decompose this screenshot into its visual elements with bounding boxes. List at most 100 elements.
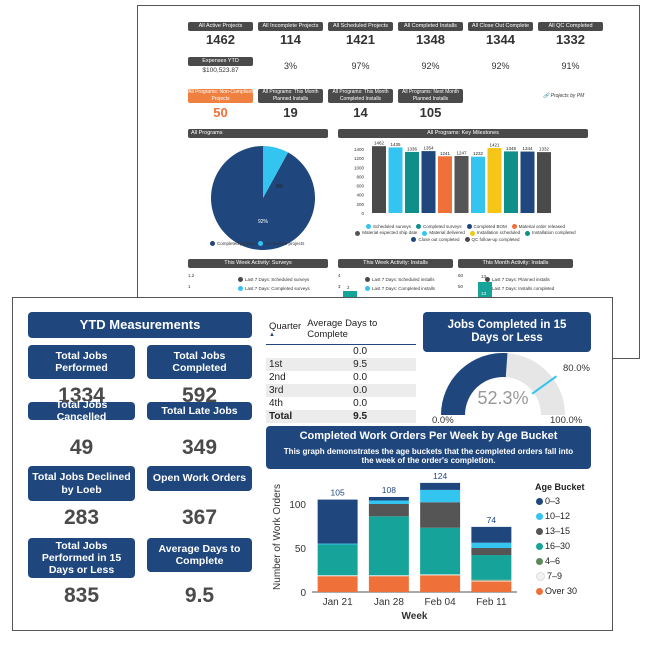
stack-segment [368,575,409,577]
age-legend-item[interactable]: 0–3 [536,496,577,511]
card-label: Open Work Orders [147,466,252,491]
ms-bar [438,156,452,213]
legend-dot [238,286,243,292]
card-label: Total Jobs Cancelled [28,399,135,423]
program-header: All Programs: This Month Planned Install… [258,89,323,103]
ms-bar-label: 1354 [423,146,434,151]
stack-segment [420,489,461,503]
activity-legend-item: Last 7 Days: Scheduled surveys [238,277,309,283]
ms-bar [504,151,518,213]
age-legend-item[interactable]: 16–30 [536,541,577,556]
quarter-table: Quarter ▲ Average Days to Complete 0.0 1st… [266,318,416,423]
quarter-row: 1st 9.5 [266,358,416,371]
pie-legend-incomplete: Incomplete projects [265,241,305,246]
stack-segment [420,482,461,490]
gauge-title: Jobs Completed in 15 Days or Less [423,312,591,352]
ms-bar [372,146,386,213]
x-tick-label: Feb 04 [425,597,457,608]
quarter-col-header[interactable]: Quarter ▲ [269,320,302,338]
ms-bar [405,151,419,213]
age-legend-item[interactable]: 4–6 [536,556,577,571]
age-legend-label: 7–9 [547,571,563,581]
card-label: Total Late Jobs [147,402,252,420]
quarter-cell: 2nd [269,372,286,383]
card-value: 592 [181,384,218,407]
milestones-legend: Scheduled surveys Completed surveys Comple… [343,224,588,242]
program-header: All Programs: This Month Completed Insta… [328,89,393,103]
ms-bar-label: 1247 [456,150,467,155]
age-legend-label: 13–15 [545,526,571,536]
card-label: Total Jobs Completed [147,345,252,379]
age-legend-item[interactable]: 10–12 [536,511,577,526]
ms-bar-label: 1348 [506,146,517,151]
ms-bar [471,156,485,213]
kpi-header: All Close Out Complete [468,22,533,31]
age-legend-title: Age Bucket [535,482,585,492]
projects-by-pm-link[interactable]: 🔗 Projects by PM [543,93,585,99]
activity-title: This Month Activity: Installs [458,259,573,268]
card-value: 9.5 [184,584,215,607]
avg-days-cell: 0.0 [353,372,368,383]
avg-days-col-header[interactable]: Average Days to Complete [307,318,378,340]
pie-label-completed: 92% [258,219,269,225]
kpi-value: 1348 [416,32,445,47]
activity-legend-label: Last 7 Days: Completed installs [372,286,436,291]
ms-legend-item: Installation scheduled [469,230,520,236]
legend-dot [485,277,490,283]
ms-bar [454,155,469,213]
ms-bar [520,151,535,213]
weekly-title: Completed Work Orders Per Week by Age Bu… [299,429,558,442]
percent-value: 92% [491,61,510,71]
pie-legend: Completed projects Incomplete projects [210,241,305,247]
activity-legend-label: Last 7 Days: Scheduled installs [372,277,435,282]
activity-title: This Week Activity: Surveys [188,259,328,268]
ms-bar-label: 1336 [407,146,418,151]
activity-legend-item: Last 7 Days: Completed surveys [238,286,310,292]
kpi-value: 1332 [556,32,585,47]
age-legend-item[interactable]: 13–15 [536,526,577,541]
activity-tick: 4 [338,273,341,278]
activity-legend-item: Last 7 Days: Planned installs [485,277,550,283]
legend-dot [210,241,215,247]
y-tick-label: 100 [289,500,306,511]
pie-chart: 8% 92% [211,146,315,250]
stack-segment [317,499,358,544]
age-legend-item[interactable]: 7–9 [536,571,577,586]
quarter-cell: Total [266,410,305,423]
ms-legend-label: Close out completed [418,236,460,242]
stack-segment [471,555,512,580]
legend-dot [536,588,543,596]
gauge-value: 52.3% [477,388,528,408]
stack-segment [471,542,512,548]
quarter-cell [266,345,304,359]
ms-ytick: 600 [356,184,364,189]
age-legend-label: 4–6 [545,556,561,566]
activity-tick: 60 [458,273,464,278]
front-dashboard: YTD Measurements Total Jobs Performed 133… [12,297,613,631]
avg-days-cell: 0.0 [353,398,368,409]
stack-segment [420,502,461,528]
legend-dot [536,543,543,551]
card-value: 283 [63,506,100,529]
age-legend-item[interactable]: Over 30 [536,586,577,601]
activity-legend-label: Last 7 Days: Completed surveys [245,286,310,291]
ms-bar-label: 1241 [440,151,451,156]
ms-bar [537,152,551,213]
activity-bar-label: 2 [347,285,350,290]
activity-legend-item: Last 7 Days: Installs completed [485,286,554,292]
stack-segment [317,543,358,545]
pie-label-incomplete: 8% [276,184,284,190]
bar-total-label: 108 [382,485,396,495]
card-label: Total Jobs Performed in 15 Days or Less [28,538,135,578]
milestones-chart: 1400 1200 1000 800 600 400 200 0 1462 1435 1336 135… [354,141,551,216]
ms-bar [388,147,403,213]
kpi-value: 1421 [346,32,375,47]
ms-legend-label: Completed BOM [473,224,507,229]
activity-tick: 1 [188,284,191,289]
weekly-subtitle: This graph demonstrates the age buckets … [283,446,574,465]
legend-dot [466,224,472,230]
kpi-header: All Completed Installs [398,22,463,31]
ms-bar-label: 1232 [473,151,484,156]
bar-total-label: 124 [433,471,447,481]
gauge-fill [441,353,508,415]
